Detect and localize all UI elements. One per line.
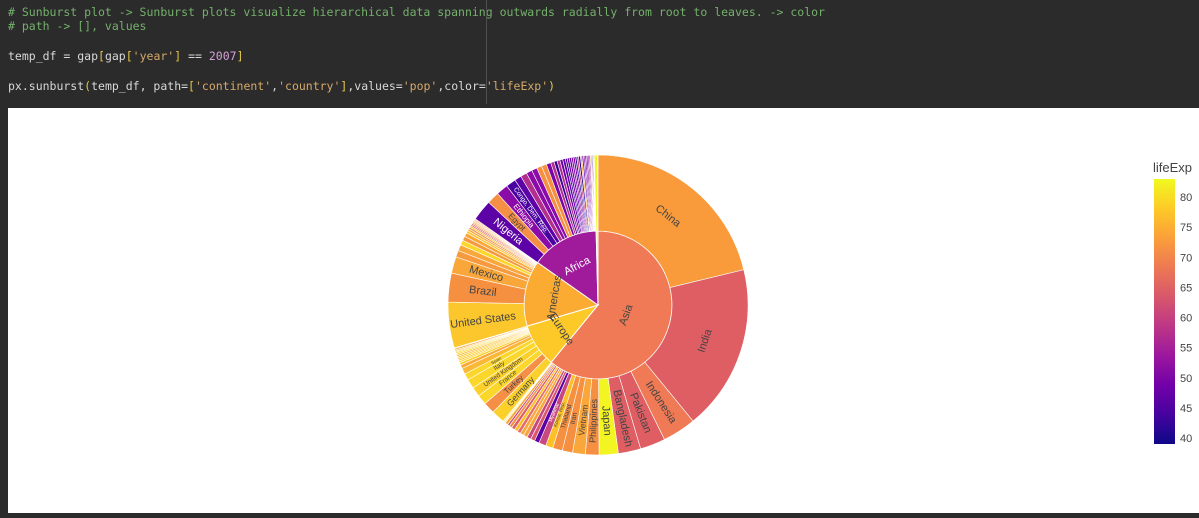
- code-token: 'continent': [194, 79, 272, 93]
- colorbar-tick-label: 80: [1180, 192, 1192, 204]
- sunburst-sectors[interactable]: [447, 154, 749, 456]
- code-token: ]: [174, 49, 182, 63]
- code-token: gap: [104, 49, 126, 63]
- code-token: ]: [340, 79, 348, 93]
- code-token: [: [98, 49, 105, 63]
- colorbar-tick-label: 65: [1180, 282, 1192, 294]
- code-token: ,color=: [437, 79, 486, 93]
- code-token: 'year': [132, 49, 175, 63]
- code-cell[interactable]: # Sunburst plot -> Sunburst plots visual…: [0, 0, 1199, 106]
- code-token: ,: [271, 79, 279, 93]
- colorbar-title: lifeExp: [1153, 160, 1192, 175]
- colorbar-gradient: [1154, 179, 1175, 444]
- country-label: Spain: [490, 355, 503, 365]
- code-token: [: [188, 79, 195, 93]
- code-token: ): [548, 79, 556, 93]
- colorbar-tick-label: 40: [1180, 433, 1192, 445]
- code-token: ,values=: [347, 79, 403, 93]
- colorbar-tick-label: 60: [1180, 313, 1192, 325]
- code-token: # path -> [], values: [8, 19, 147, 33]
- country-label: Philippines: [588, 398, 600, 443]
- output-area: Asia China India Indonesia Pakistan Banglades…: [8, 108, 1199, 513]
- colorbar-tick-label: 70: [1180, 252, 1192, 264]
- country-label: Japan: [599, 405, 613, 436]
- code-token: temp_df, path=: [91, 79, 189, 93]
- code-line[interactable]: # Sunburst plot -> Sunburst plots visual…: [8, 5, 825, 19]
- country-label: Brazil: [468, 284, 497, 299]
- code-token: 'country': [278, 79, 341, 93]
- code-token: [: [125, 49, 133, 63]
- code-token: # Sunburst plot -> Sunburst plots visual…: [8, 5, 825, 19]
- code-token: ]: [236, 49, 244, 63]
- country-label: Iran: [570, 412, 579, 425]
- sector-new-zealand[interactable]: [597, 154, 599, 232]
- code-token: temp_df = gap: [8, 49, 99, 63]
- code-token: px.sunburst: [8, 79, 85, 93]
- code-token: ==: [181, 49, 209, 63]
- code-line[interactable]: px.sunburst(temp_df, path=['continent','…: [8, 79, 555, 93]
- cell-gutter: [0, 106, 8, 513]
- code-token: 'pop': [402, 79, 438, 93]
- code-token: (: [84, 79, 92, 93]
- code-token: 'lifeExp': [485, 79, 549, 93]
- sunburst-chart[interactable]: AsiaChinaIndiaIndonesiaPakistanBanglades…: [8, 108, 1199, 513]
- colorbar-tick-label: 55: [1180, 343, 1192, 355]
- sector-india[interactable]: [644, 269, 749, 422]
- editor-ruler: [486, 0, 487, 104]
- sector-china[interactable]: [597, 154, 745, 288]
- country-label: Vietnam: [576, 404, 590, 436]
- colorbar-tick-label: 75: [1180, 222, 1192, 234]
- colorbar-tick-label: 50: [1180, 373, 1192, 385]
- code-line[interactable]: # path -> [], values: [8, 19, 146, 33]
- colorbar: lifeExp 40 45 50 55 60 65 70 75 80: [1153, 160, 1192, 445]
- colorbar-tick-label: 45: [1180, 403, 1192, 415]
- code-line[interactable]: temp_df = gap[gap['year'] == 2007]: [8, 49, 244, 63]
- code-token: 2007: [208, 49, 237, 63]
